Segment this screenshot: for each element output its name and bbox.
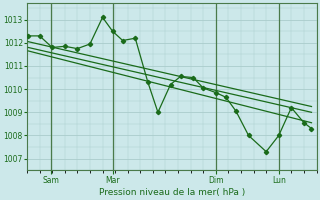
X-axis label: Pression niveau de la mer( hPa ): Pression niveau de la mer( hPa ) <box>99 188 245 197</box>
